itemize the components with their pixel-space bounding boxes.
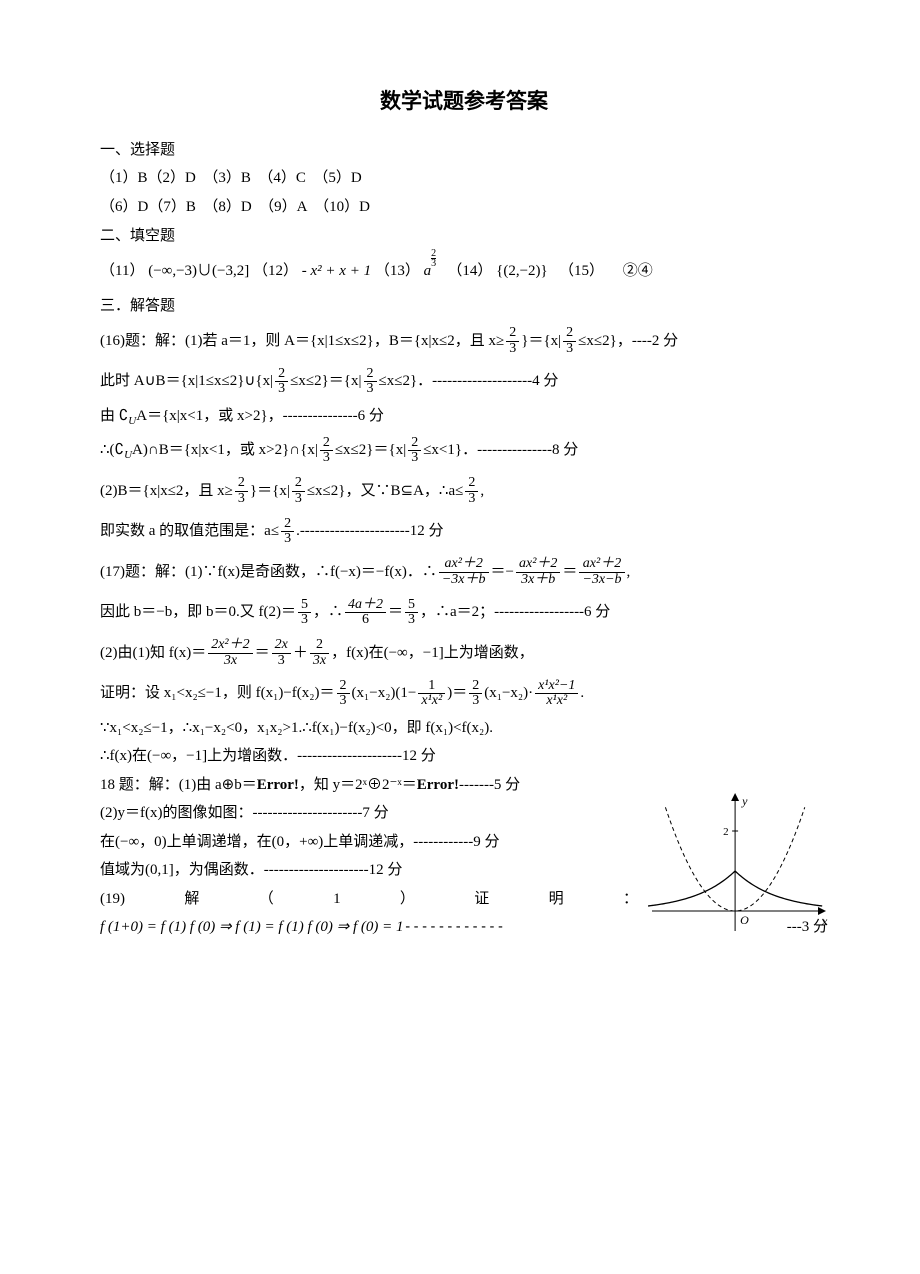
fill-14: {(2,−2)} xyxy=(496,263,548,279)
q19-hdr-token: 明 xyxy=(549,887,564,913)
fill-answers: （11） (−∞,−3)∪(−3,2] （12） - x² + x + 1 （1… xyxy=(100,253,828,291)
q19-hdr-token: (19) xyxy=(100,887,125,913)
q17-line3: (2)由(1)知 f(x)＝2x²＋23x＝2x3＋23x，f(x)在(−∞，−… xyxy=(100,635,828,673)
section1-header: 一、选择题 xyxy=(100,138,828,164)
svg-text:2: 2 xyxy=(723,826,729,838)
q19-hdr-token: ： xyxy=(623,887,638,913)
q16-line6: 即实数 a 的取值范围是：a≤23.----------------------… xyxy=(100,513,828,551)
q19-hdr-token: （ xyxy=(259,887,274,913)
section2-header: 二、填空题 xyxy=(100,224,828,250)
fill-12-prefix: （12） xyxy=(253,263,298,279)
q17-line6: ∴f(x)在(−∞，−1]上为增函数．---------------------… xyxy=(100,744,828,770)
q19-hdr-token: 1 xyxy=(333,887,341,913)
graph-svg: x y 2 O xyxy=(648,791,828,931)
q19-eq-text: f (1+0) = f (1) f (0) ⇒ f (1) = f (1) f … xyxy=(100,919,403,935)
q19-hdr-token: ） xyxy=(400,887,415,913)
fill-15: ②④ xyxy=(623,263,653,279)
q16-line2: 此时 A∪B＝{x|1≤x≤2}∪{x|23≤x≤2}＝{x|23≤x≤2}．-… xyxy=(100,363,828,401)
fill-13-base: a xyxy=(424,263,432,279)
mc-answers-1: （1）B（2）D （3）B （4）C （5）D xyxy=(100,166,828,192)
q19-hdr-token: 解 xyxy=(184,887,199,913)
mc-answers-2: （6）D（7）B （8）D （9）A （10）D xyxy=(100,195,828,221)
fill-13-exp: 23 xyxy=(431,249,436,269)
fill-14-prefix: （14） xyxy=(455,263,493,279)
page-title: 数学试题参考答案 xyxy=(100,84,828,120)
q17-line5: ∵x₁<x₂≤−1，∴x₁−x₂<0，x₁x₂>1.∴f(x₁)−f(x₂)<0… xyxy=(100,716,828,742)
fill-11: (−∞,−3)∪(−3,2] xyxy=(148,263,249,279)
q16-line1: (16)题：解：(1)若 a＝1，则 A＝{x|1≤x≤2}，B＝{x|x≤2，… xyxy=(100,323,828,361)
q17-line4: 证明：设 x₁<x₂≤−1，则 f(x₁)−f(x₂)＝23(x₁−x₂)(1−… xyxy=(100,675,828,713)
q16-line3: 由 ∁UA＝{x|x<1，或 x>2}，---------------6 分 xyxy=(100,404,828,430)
q16-line5: (2)B＝{x|x≤2，且 x≥23}＝{x|23≤x≤2}，又∵B⊆A，∴a≤… xyxy=(100,473,828,511)
section3-header: 三．解答题 xyxy=(100,294,828,320)
q19-hdr-token: 证 xyxy=(474,887,489,913)
fill-13-prefix: （13） xyxy=(375,263,420,279)
q16-line4: ∴(∁UA)∩B＝{x|x<1，或 x>2}∩{x|23≤x≤2}＝{x|23≤… xyxy=(100,432,828,470)
fill-12: - x² + x + 1 xyxy=(302,263,371,279)
svg-text:y: y xyxy=(741,794,748,808)
q17-line2: 因此 b＝−b，即 b＝0.又 f(2)＝53，∴4a＋26＝53，∴a＝2；-… xyxy=(100,594,828,632)
function-graph: x y 2 O xyxy=(648,791,828,931)
svg-text:x: x xyxy=(821,914,828,928)
q19-dash: ------------ xyxy=(403,919,504,935)
svg-text:O: O xyxy=(740,913,749,927)
fill-15-prefix: （15） xyxy=(567,263,605,279)
fill-11-prefix: （11） xyxy=(100,263,144,279)
q17-line1: (17)题：解：(1)∵f(x)是奇函数，∴f(−x)＝−f(x)．∴ax²＋2… xyxy=(100,554,828,592)
